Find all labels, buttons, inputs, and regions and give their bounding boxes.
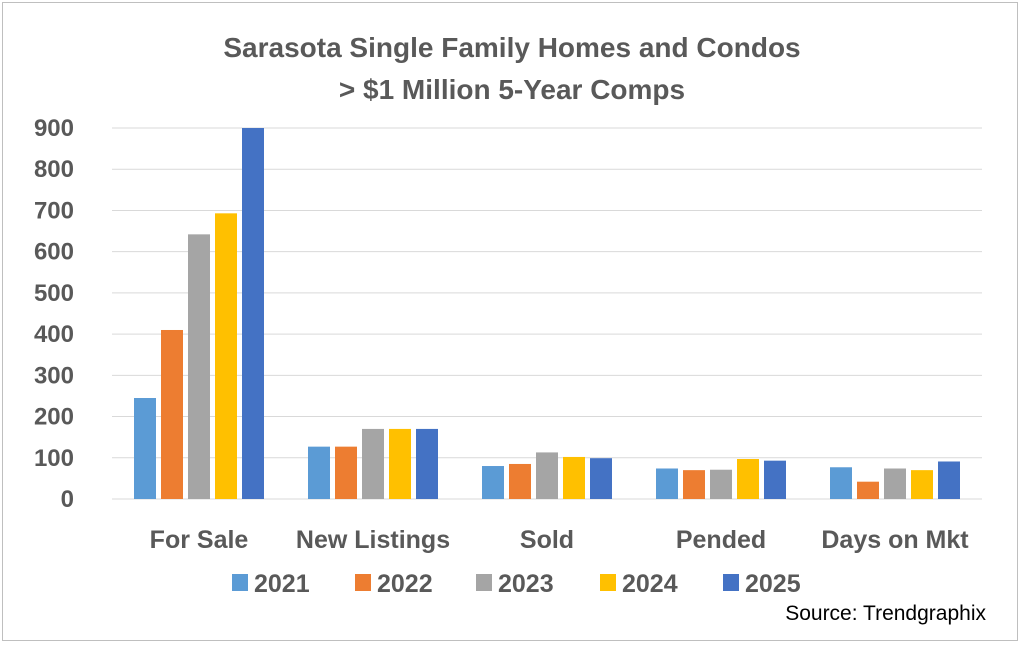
legend-swatch-2022 (355, 574, 371, 591)
x-tick-label: Pended (676, 526, 766, 554)
y-tick-label: 800 (34, 156, 74, 183)
y-tick-label: 200 (34, 404, 74, 431)
bar-2024 (215, 213, 237, 499)
bar-2022 (335, 446, 357, 499)
legend-label-2024: 2024 (622, 570, 678, 598)
bar-2025 (764, 460, 786, 499)
legend-swatch-2024 (600, 574, 616, 591)
chart-frame (2, 2, 1018, 641)
x-tick-label: New Listings (296, 526, 450, 554)
y-tick-label: 400 (34, 321, 74, 348)
bar-2021 (830, 467, 852, 499)
y-tick-label: 500 (34, 280, 74, 307)
legend-swatch-2021 (232, 574, 248, 591)
bar-2024 (563, 456, 585, 499)
bar-2022 (683, 470, 705, 499)
source-note: Source: Trendgraphix (785, 602, 986, 625)
y-tick-label: 300 (34, 362, 74, 389)
x-axis: For Sale New Listings Sold Pended Days on Mk… (150, 526, 970, 554)
legend-label-2021: 2021 (254, 570, 310, 598)
legend-label-2023: 2023 (498, 570, 554, 598)
x-tick-label: Sold (520, 526, 574, 554)
chart-title-line2: > $1 Million 5-Year Comps (338, 74, 686, 105)
legend-label-2022: 2022 (377, 570, 433, 598)
bar-2021 (308, 446, 330, 499)
bar-2025 (416, 428, 438, 499)
x-tick-label: For Sale (150, 526, 249, 554)
y-tick-label: 600 (34, 239, 74, 266)
bar-2021 (134, 398, 156, 499)
bar-2023 (188, 234, 210, 499)
bars (134, 128, 960, 499)
bar-2021 (482, 466, 504, 499)
bar-2023 (536, 452, 558, 499)
bar-2023 (884, 468, 906, 499)
bar-2025 (938, 461, 960, 499)
bar-2024 (389, 428, 411, 499)
legend-label-2025: 2025 (745, 570, 801, 598)
bar-2025 (590, 458, 612, 499)
bar-2024 (737, 459, 759, 499)
bar-2022 (161, 329, 183, 499)
chart-title-line1: Sarasota Single Family Homes and Condos (223, 32, 801, 63)
bar-2024 (911, 470, 933, 499)
y-tick-label: 100 (34, 445, 74, 472)
x-tick-label: Days on Mkt (821, 526, 969, 554)
bar-2021 (656, 468, 678, 499)
bar-2022 (509, 463, 531, 499)
legend: 2021 2022 2023 2024 2025 (232, 570, 801, 598)
y-tick-label: 0 (61, 486, 74, 513)
bar-2023 (362, 428, 384, 499)
y-tick-label: 900 (34, 115, 74, 142)
bar-2025 (242, 128, 264, 499)
legend-swatch-2025 (723, 574, 739, 591)
y-tick-label: 700 (34, 197, 74, 224)
y-axis: 0 100 200 300 400 500 600 700 800 900 (34, 115, 74, 513)
bar-2023 (710, 469, 732, 499)
legend-swatch-2023 (476, 574, 492, 591)
bar-2022 (857, 481, 879, 499)
